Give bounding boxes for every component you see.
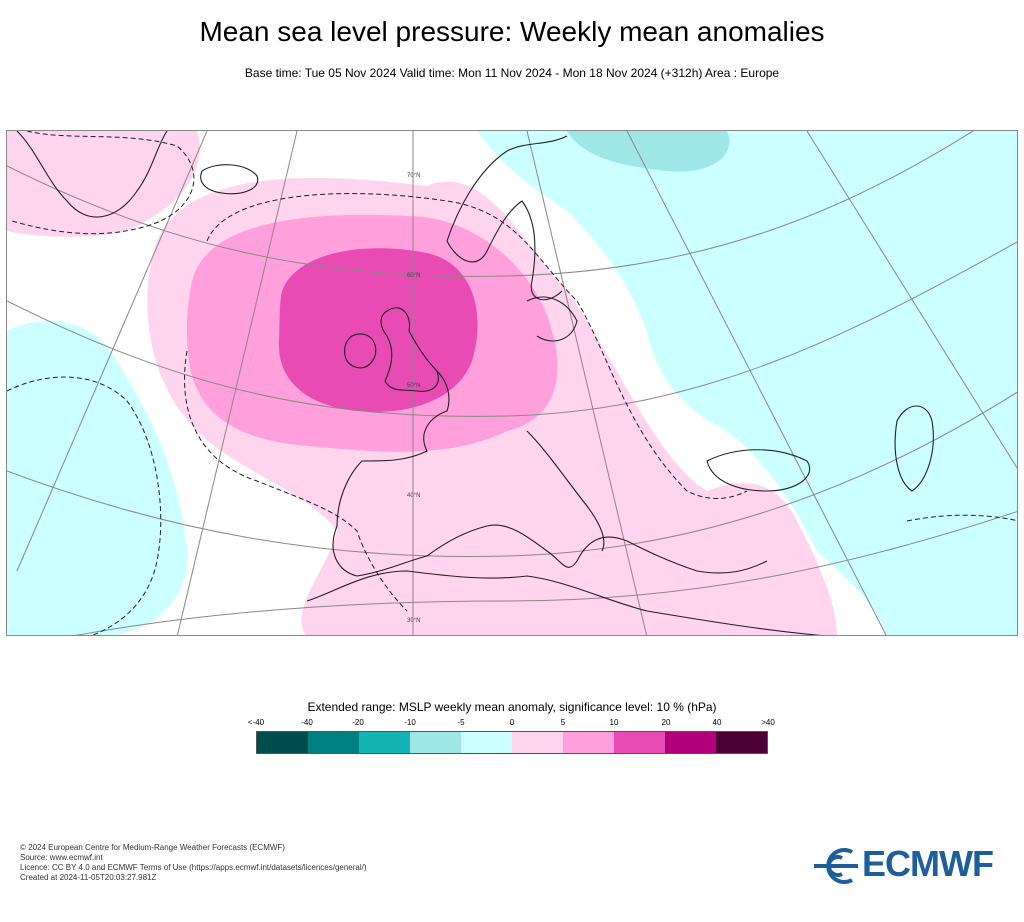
legend-tick: >40 (761, 718, 775, 727)
lat-label-40: 40°N (407, 493, 420, 499)
credit-line: Created at 2024-11-05T20:03:27.981Z (20, 873, 157, 882)
legend-tick: 40 (712, 718, 722, 727)
latitude-labels: 70°N 60°N 50°N 40°N 30°N (407, 173, 420, 624)
anomaly-positive-strong (278, 248, 478, 412)
anomaly-negative-east-strong (567, 131, 730, 172)
legend-swatch-0 (257, 732, 308, 753)
legend-swatch-2 (359, 732, 410, 753)
legend-tick: -20 (352, 718, 364, 727)
coastlines (16, 131, 934, 635)
legend-ticks: <-40 -40 -20 -10 -5 0 5 10 20 40 >40 (248, 718, 775, 730)
credit-line: Licence: CC BY 4.0 and ECMWF Terms of Us… (20, 863, 367, 872)
legend-swatch-8 (665, 732, 716, 753)
lat-label-30: 30°N (407, 618, 420, 624)
legend-swatch-5 (512, 732, 563, 753)
anomaly-negative-west (7, 321, 188, 635)
graticule (7, 131, 1017, 635)
legend-swatch-1 (308, 732, 359, 753)
ecmwf-logo-icon (814, 848, 858, 884)
legend-tick: -40 (301, 718, 313, 727)
map-panel: 70°N 60°N 50°N 40°N 30°N (6, 130, 1018, 636)
legend-swatch-7 (614, 732, 665, 753)
legend-colorbar (256, 731, 768, 754)
chart-title: Mean sea level pressure: Weekly mean ano… (199, 16, 825, 47)
legend-swatch-6 (563, 732, 614, 753)
lat-label-50: 50°N (407, 383, 420, 389)
legend-tick: -5 (457, 718, 465, 727)
ecmwf-logo-text: ECMWF (862, 843, 994, 884)
anomaly-positive-light (7, 131, 200, 237)
legend-swatch-3 (410, 732, 461, 753)
chart-subtitle: Base time: Tue 05 Nov 2024 Valid time: M… (244, 66, 780, 80)
credits: © 2024 European Centre for Medium-Range … (20, 843, 367, 883)
anomaly-negative-east (477, 131, 1017, 635)
legend-tick: 0 (509, 718, 515, 727)
legend-tick: -10 (404, 718, 416, 727)
credit-line: © 2024 European Centre for Medium-Range … (20, 843, 285, 852)
legend-tick: 5 (560, 718, 566, 727)
legend-tick: <-40 (247, 718, 265, 727)
map-svg: 70°N 60°N 50°N 40°N 30°N (7, 131, 1017, 635)
legend-tick: 10 (609, 718, 619, 727)
lat-label-70: 70°N (407, 173, 420, 179)
legend-tick: 20 (661, 718, 671, 727)
legend-title: Extended range: MSLP weekly mean anomaly… (307, 700, 717, 714)
lat-label-60: 60°N (407, 273, 420, 279)
legend-swatch-4 (461, 732, 512, 753)
significance-contours (7, 131, 1017, 635)
credit-line: Source: www.ecmwf.int (20, 853, 103, 862)
legend-swatch-9 (716, 732, 767, 753)
